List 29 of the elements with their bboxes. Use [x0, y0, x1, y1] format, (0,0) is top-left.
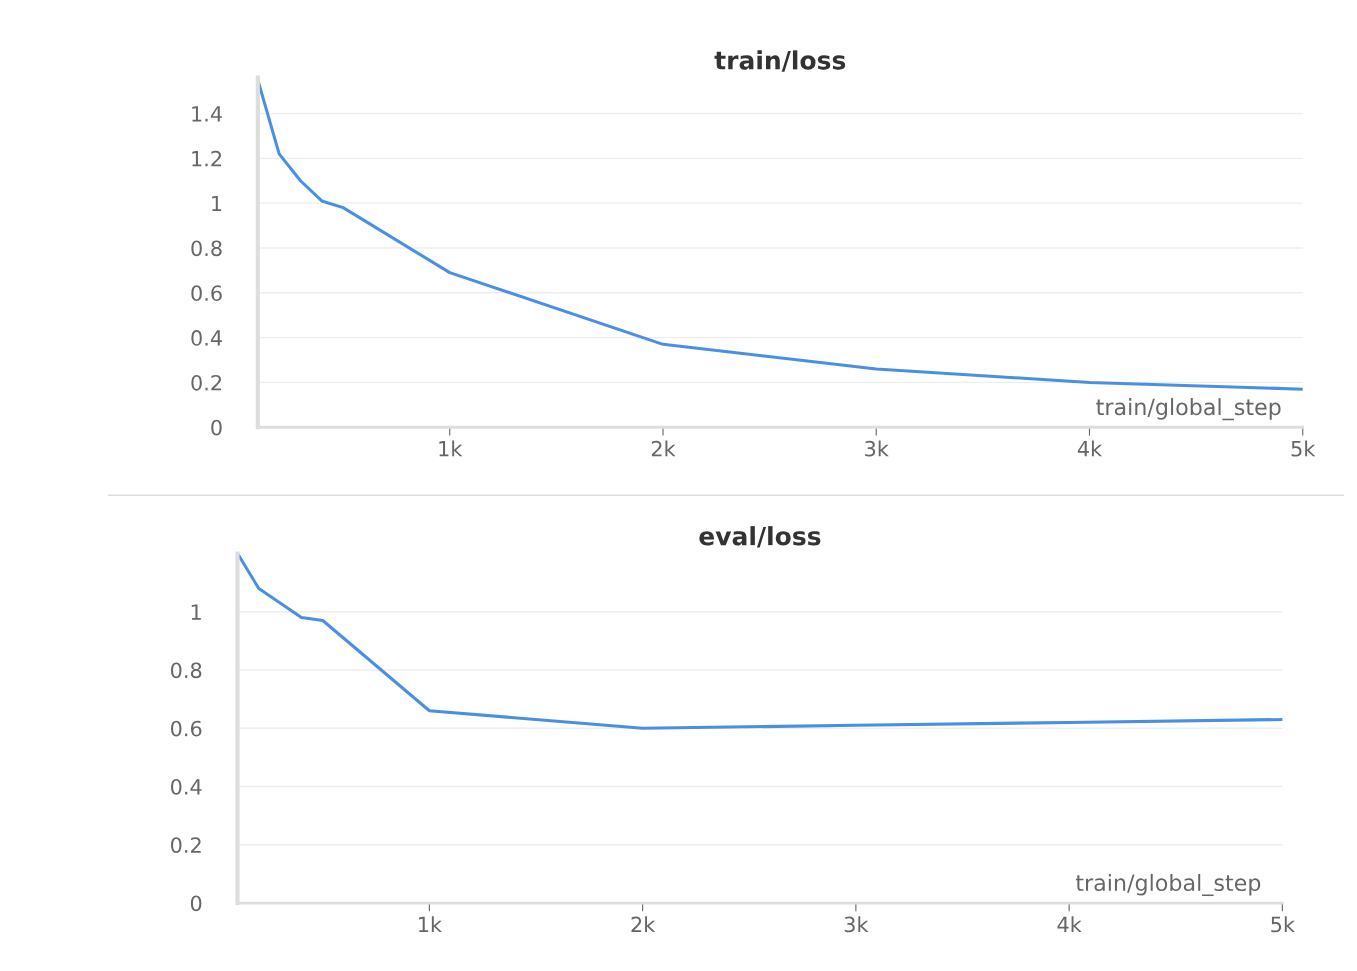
x-tick-label: 4k — [1057, 916, 1082, 933]
y-tick-label: 1.4 — [192, 106, 222, 122]
x-tick-label: 3k — [865, 440, 889, 457]
y-tick-label: 0.8 — [170, 662, 202, 679]
chart-title: train/loss — [714, 50, 846, 72]
x-tick-label: 4k — [1077, 440, 1103, 457]
x-tick-label: 1k — [419, 916, 442, 933]
x-tick-label: 1k — [439, 440, 463, 457]
x-tick-label: 2k — [651, 440, 676, 457]
y-tick-label: 0.4 — [170, 778, 202, 795]
x-tick-label: 5k — [1271, 916, 1295, 933]
y-tick-label: 0.6 — [191, 285, 222, 302]
y-tick-label: 1 — [212, 195, 222, 212]
x-axis-title: train/global_step — [1075, 873, 1261, 897]
x-tick-label: 3k — [844, 916, 869, 933]
y-tick-label: 0.8 — [191, 240, 222, 257]
y-tick-label: 0.4 — [191, 330, 222, 346]
y-tick-label: 1 — [191, 604, 201, 620]
x-tick-label: 2k — [631, 916, 656, 933]
y-tick-label: 0 — [211, 419, 222, 436]
y-tick-label: 0 — [190, 895, 202, 912]
y-tick-label: 1.2 — [192, 150, 222, 167]
x-axis-title: train/global_step — [1096, 398, 1281, 421]
y-tick-label: 0.2 — [170, 837, 201, 853]
line-series — [237, 553, 1283, 730]
chart-title: eval/loss — [699, 526, 821, 548]
y-tick-label: 0.2 — [191, 374, 222, 391]
x-tick-label: 5k — [1291, 440, 1316, 457]
y-tick-label: 0.6 — [170, 720, 202, 737]
